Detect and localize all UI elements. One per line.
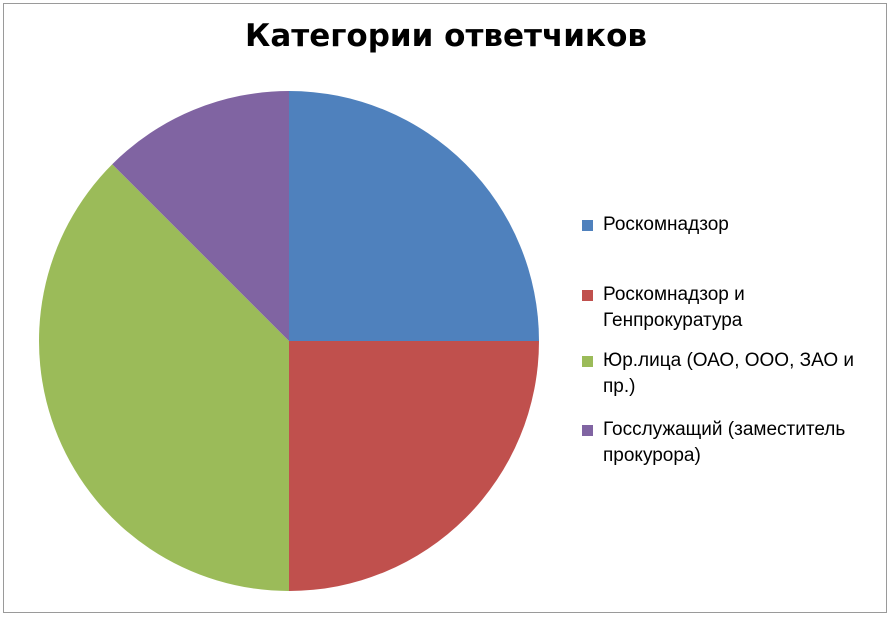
legend-item-roskomnadzor-genprokuratura: Роскомнадзор и Генпрокуратура <box>582 282 882 334</box>
legend-label: Роскомнадзор <box>603 214 729 235</box>
pie-slices <box>38 91 539 591</box>
pie-slice-1 <box>289 341 539 591</box>
legend-label: Роскомнадзор и Генпрокуратура <box>603 284 745 331</box>
pie-slice-0 <box>289 91 539 341</box>
legend-swatch <box>582 290 593 301</box>
pie-slice-2 <box>38 164 289 591</box>
legend-swatch <box>582 425 593 436</box>
legend-label: Госслужащий (заместитель прокурора) <box>603 419 846 466</box>
legend-item-roskomnadzor: Роскомнадзор <box>582 212 729 238</box>
legend-item-civil-servant: Госслужащий (заместитель прокурора) <box>582 417 882 469</box>
legend-swatch <box>582 220 593 231</box>
legend-item-legal-entities: Юр.лица (ОАО, ООО, ЗАО и пр.) <box>582 348 882 400</box>
legend-label: Юр.лица (ОАО, ООО, ЗАО и пр.) <box>603 350 855 397</box>
pie-slice-3 <box>112 91 290 341</box>
legend-swatch <box>582 356 593 367</box>
chart-title: Категории ответчиков <box>244 18 647 54</box>
